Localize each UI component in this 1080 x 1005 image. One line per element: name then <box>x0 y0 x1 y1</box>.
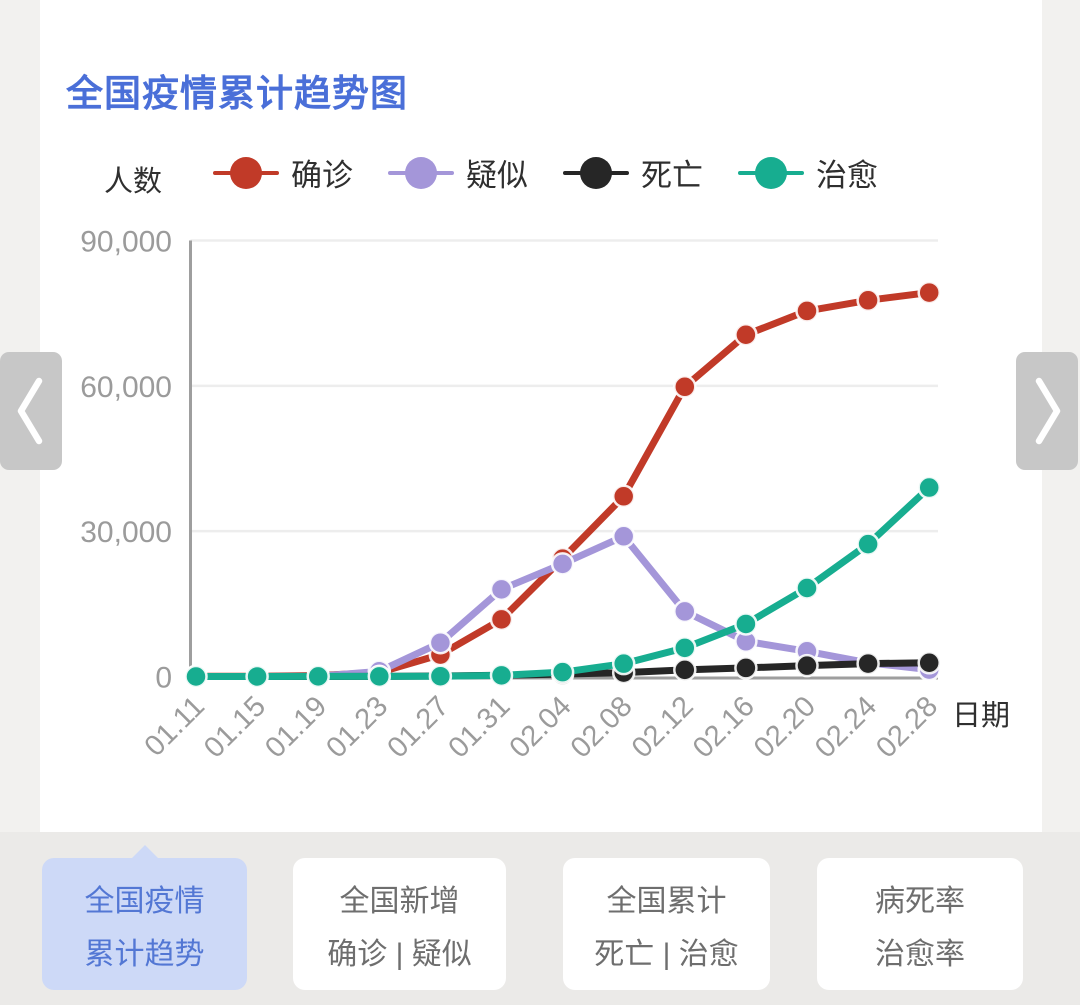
chart-card <box>40 0 1042 832</box>
y-axis-title: 人数 <box>104 166 163 198</box>
data-point[interactable] <box>673 375 697 399</box>
data-point[interactable] <box>856 288 880 313</box>
tab-label-line: 全国疫情 <box>84 884 205 918</box>
carousel-prev-button[interactable] <box>0 352 62 470</box>
data-point[interactable] <box>917 475 941 500</box>
y-axis-tick-label: 90,000 <box>80 226 172 259</box>
data-point[interactable] <box>550 660 575 684</box>
legend-marker-icon <box>388 156 454 189</box>
x-axis-tick-label: 02.08 <box>565 690 639 764</box>
data-point[interactable] <box>611 484 636 509</box>
legend-label: 死亡 <box>641 158 703 193</box>
legend-item-确诊[interactable]: 确诊 <box>213 150 353 195</box>
legend-marker-icon <box>213 156 279 189</box>
tab-病死率[interactable]: 病死率 治愈率 <box>817 858 1023 990</box>
x-axis-tick-label: 01.27 <box>381 690 455 764</box>
x-axis-tick-label: 02.12 <box>626 690 700 764</box>
x-axis-title: 日期 <box>952 700 1011 732</box>
x-axis-tick-label: 02.24 <box>809 690 883 764</box>
tab-全国新增[interactable]: 全国新增确诊 | 疑似 <box>293 858 506 990</box>
data-point[interactable] <box>306 664 330 689</box>
legend-item-死亡[interactable]: 死亡 <box>563 150 703 195</box>
data-point[interactable] <box>611 524 636 549</box>
tab-label-line: 累计趋势 <box>84 937 205 971</box>
legend-marker-icon <box>738 156 804 189</box>
legend-item-治愈[interactable]: 治愈 <box>738 150 878 195</box>
tab-label-line: 确诊 | 疑似 <box>327 937 472 971</box>
legend-marker-icon <box>563 156 629 189</box>
chevron-right-icon <box>1035 377 1061 445</box>
data-point[interactable] <box>795 653 819 678</box>
data-point[interactable] <box>734 322 758 347</box>
x-axis-tick-label: 02.04 <box>504 690 578 764</box>
tab-label-line: 全国累计 <box>606 884 727 918</box>
data-point[interactable] <box>673 658 697 682</box>
data-point[interactable] <box>245 664 269 689</box>
data-point[interactable] <box>550 552 575 576</box>
data-point[interactable] <box>795 299 819 323</box>
data-point[interactable] <box>489 663 514 688</box>
data-point[interactable] <box>795 576 819 600</box>
tab-全国疫情[interactable]: 全国疫情 累计趋势 <box>42 845 247 990</box>
tab-label-line: 死亡 | 治愈 <box>594 937 739 971</box>
data-point[interactable] <box>428 630 453 655</box>
legend-label: 疑似 <box>466 158 528 193</box>
page-title: 全国疫情累计趋势图 <box>66 72 408 114</box>
legend-item-疑似[interactable]: 疑似 <box>388 150 528 195</box>
series-line <box>192 289 933 680</box>
data-point[interactable] <box>856 532 880 556</box>
data-point[interactable] <box>673 599 697 624</box>
data-point[interactable] <box>428 664 453 688</box>
data-point[interactable] <box>734 612 758 636</box>
chevron-left-icon <box>17 377 43 445</box>
data-point[interactable] <box>673 636 697 660</box>
carousel-next-button[interactable] <box>1016 352 1078 470</box>
data-point[interactable] <box>367 664 392 689</box>
series-治愈 <box>184 475 941 689</box>
data-point[interactable] <box>489 607 514 632</box>
data-point[interactable] <box>856 651 880 676</box>
data-point[interactable] <box>917 280 941 305</box>
tab-label-line: 治愈率 <box>875 937 965 971</box>
data-point[interactable] <box>917 651 941 675</box>
series-确诊 <box>184 280 941 689</box>
y-axis-tick-label: 0 <box>155 662 172 695</box>
x-axis-tick-label: 01.23 <box>320 690 394 764</box>
series-line <box>192 484 933 680</box>
x-axis-tick-label: 02.28 <box>870 690 944 764</box>
data-point[interactable] <box>489 577 514 602</box>
tab-label-line: 全国新增 <box>339 884 460 918</box>
tab-label-line: 病死率 <box>875 884 965 918</box>
y-axis-tick-label: 30,000 <box>80 516 172 549</box>
trend-line-chart: 030,00060,00090,00001.1101.1501.1901.230… <box>80 226 944 765</box>
legend-label: 确诊 <box>291 158 353 193</box>
x-axis-tick-label: 02.16 <box>687 690 761 764</box>
x-axis-tick-label: 01.11 <box>139 690 211 762</box>
chart-selector-tab-bar: 全国疫情 累计趋势 全国新增 确诊 | 疑似 全国累计 死亡 | 治愈 病死率 治愈率 <box>0 832 1080 1005</box>
data-point[interactable] <box>611 651 636 676</box>
tab-全国累计[interactable]: 全国累计死亡 | 治愈 <box>563 858 770 990</box>
x-axis-tick-label: 01.31 <box>443 690 517 764</box>
data-point[interactable] <box>184 664 208 689</box>
chart-legend: 确诊 疑似 死亡 治愈 <box>213 150 878 195</box>
legend-label: 治愈 <box>816 158 878 193</box>
x-axis-tick-label: 02.20 <box>748 690 822 764</box>
data-point[interactable] <box>734 656 758 680</box>
x-axis-tick-label: 01.15 <box>198 690 272 764</box>
y-axis-tick-label: 60,000 <box>80 371 172 404</box>
x-axis-tick-label: 01.19 <box>259 690 333 764</box>
